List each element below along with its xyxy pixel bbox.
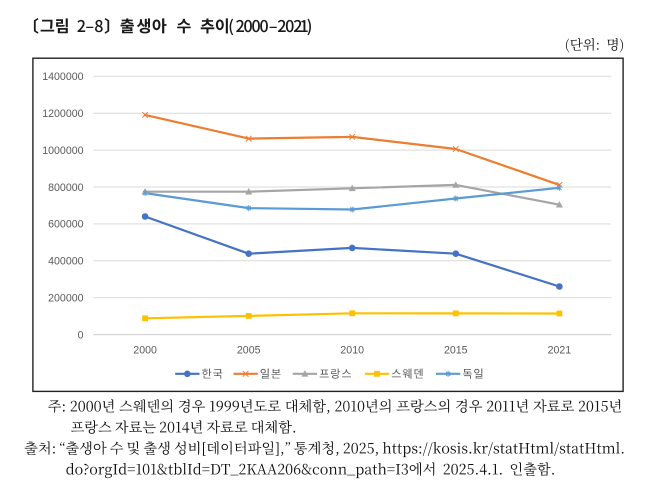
svg-text:0: 0: [78, 329, 84, 341]
svg-text:800000: 800000: [48, 182, 83, 194]
svg-text:1200000: 1200000: [42, 108, 83, 120]
svg-text:2021: 2021: [548, 344, 572, 356]
svg-text:2000: 2000: [133, 344, 157, 356]
svg-text:400000: 400000: [48, 256, 83, 268]
svg-text:2005: 2005: [237, 344, 261, 356]
svg-text:200000: 200000: [48, 293, 83, 305]
svg-text:2010: 2010: [340, 344, 364, 356]
svg-text:1400000: 1400000: [42, 71, 83, 83]
svg-text:600000: 600000: [48, 219, 83, 231]
svg-text:1000000: 1000000: [42, 145, 83, 157]
svg-text:2015: 2015: [444, 344, 468, 356]
